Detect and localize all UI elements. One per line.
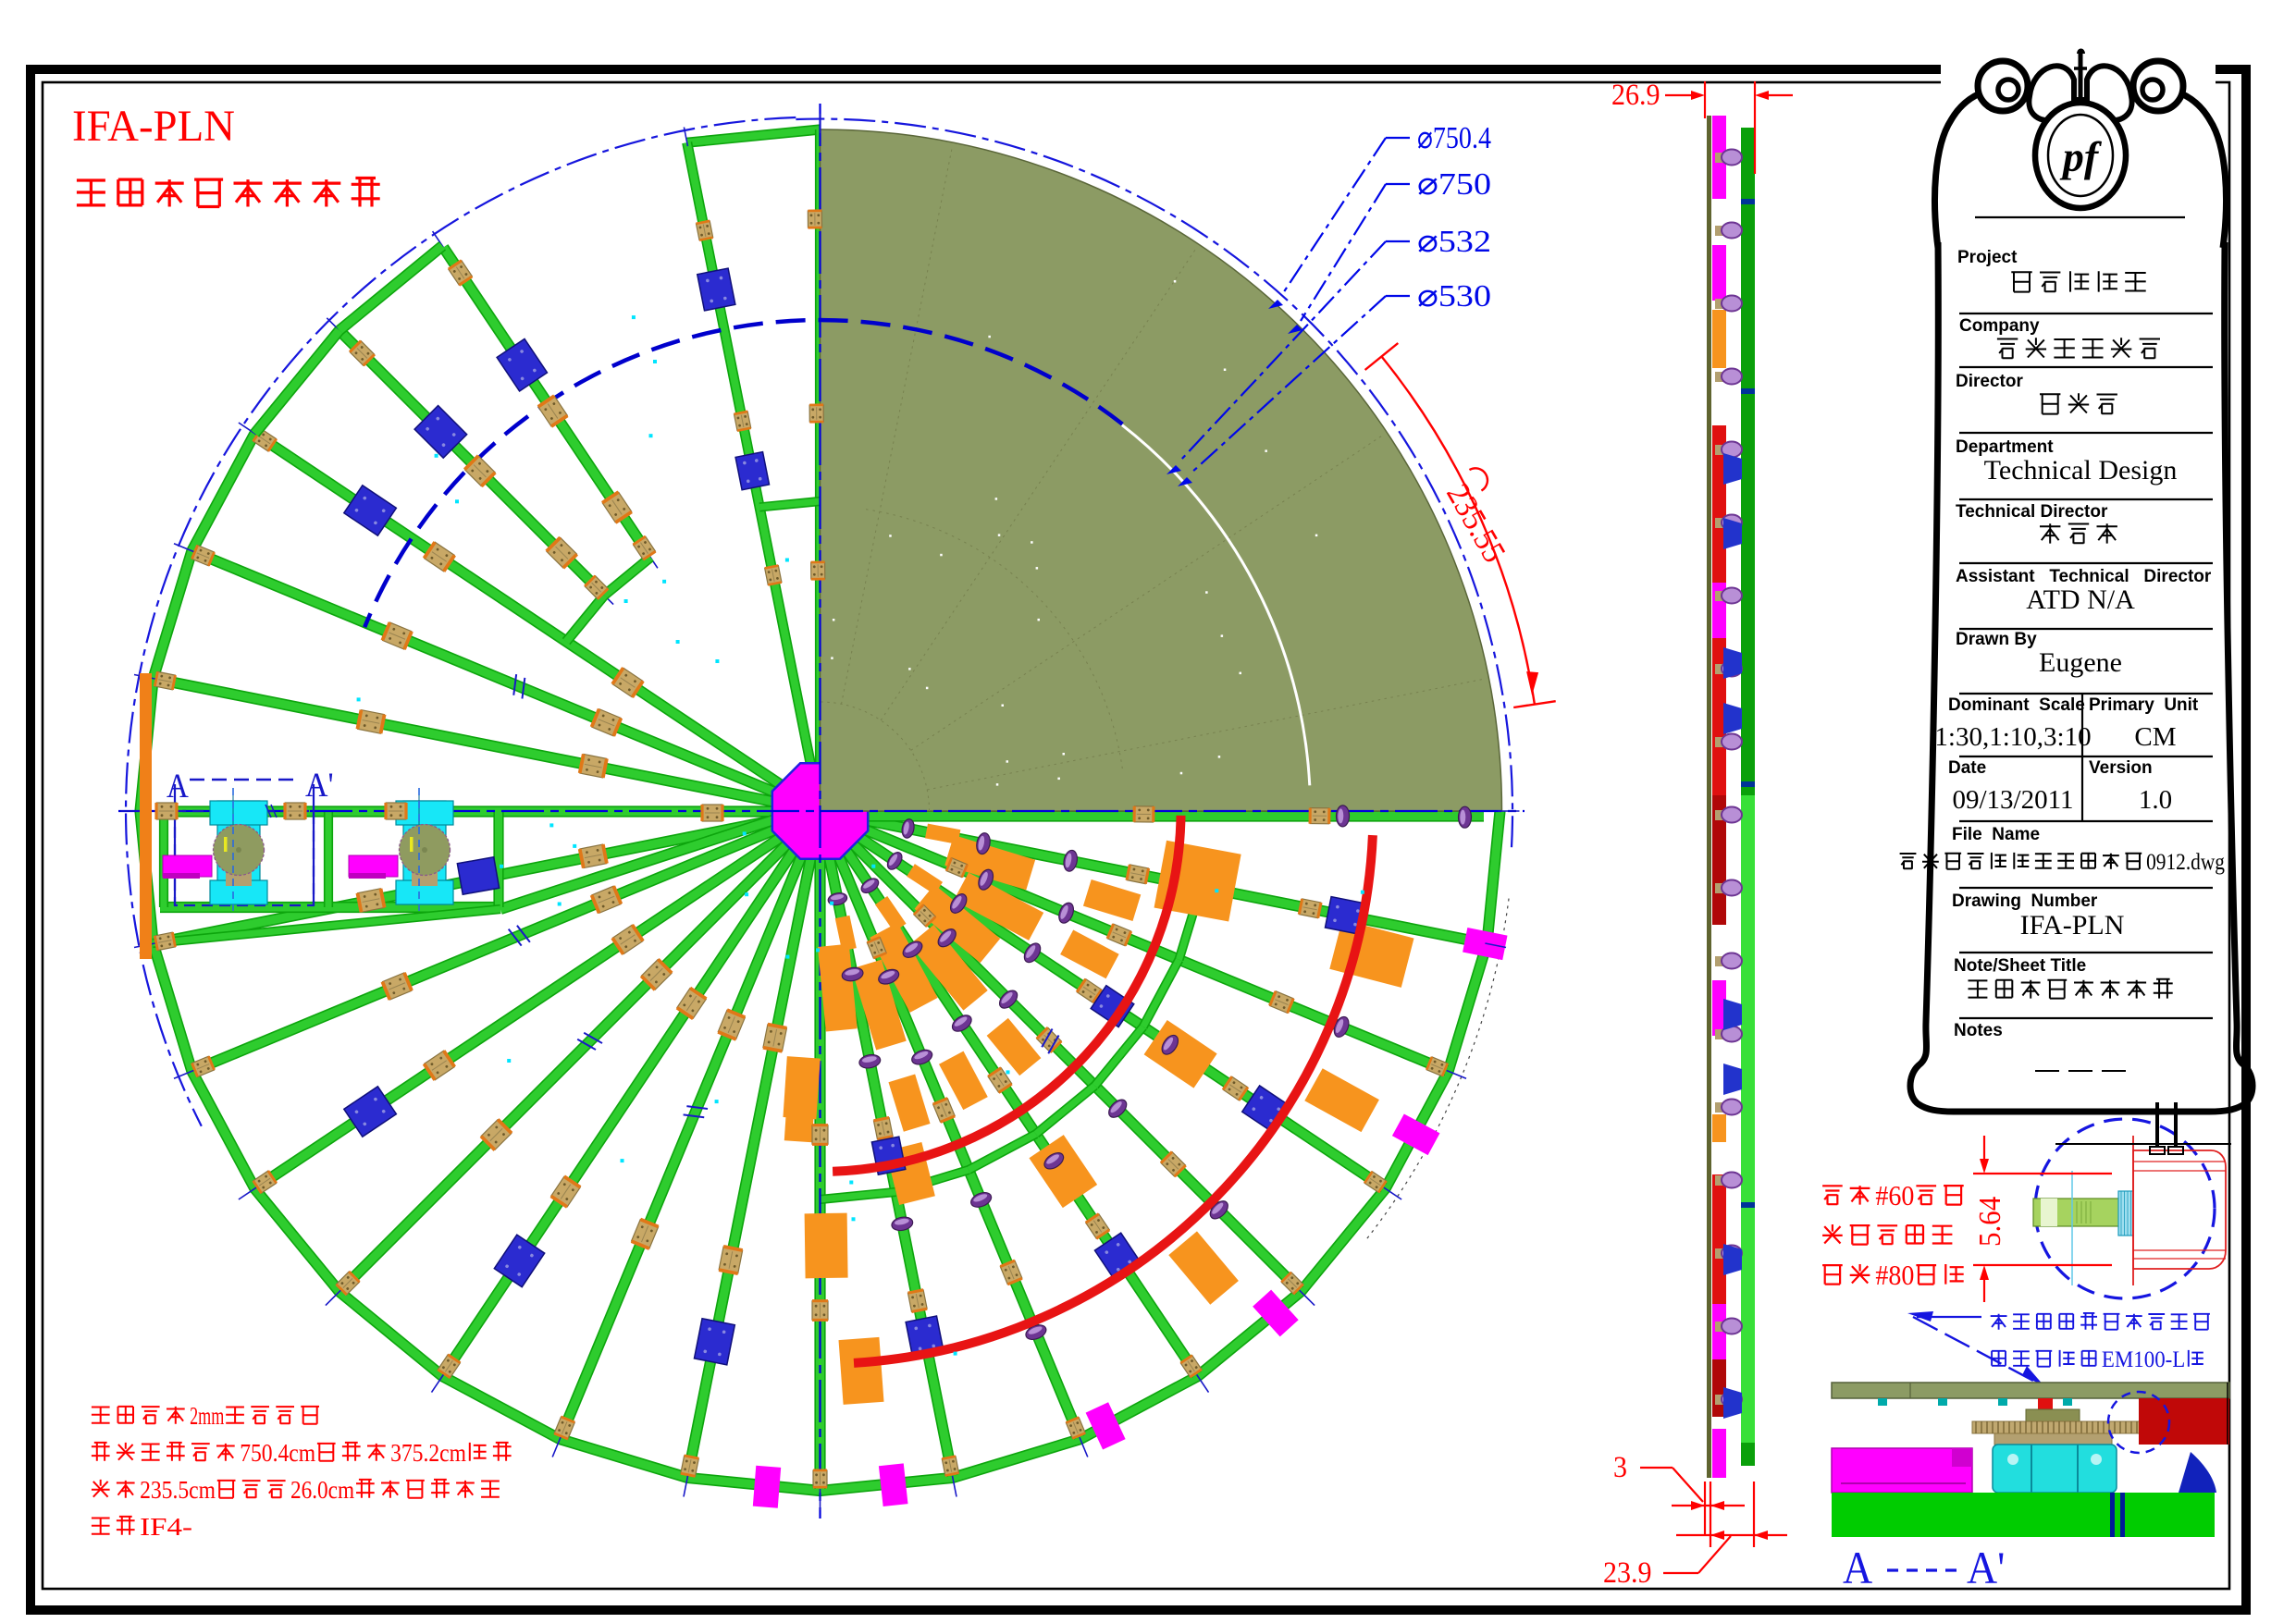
- svg-text:⌀530: ⌀530: [1417, 279, 1491, 314]
- svg-text:Company: Company: [1959, 316, 2040, 336]
- svg-text:A': A': [305, 766, 334, 804]
- svg-text:IFA-PLN: IFA-PLN: [2020, 910, 2125, 941]
- svg-text:⌀750: ⌀750: [1417, 167, 1491, 202]
- svg-text:Assistant Technical Direct: Assistant Technical Director: [1956, 567, 2212, 586]
- svg-text:3: 3: [1613, 1451, 1627, 1484]
- svg-text:Technical Design: Technical Design: [1984, 455, 2178, 486]
- svg-text:26.0cm: 26.0cm: [290, 1475, 354, 1504]
- svg-text:#80: #80: [1875, 1260, 1914, 1291]
- svg-text:750.4cm: 750.4cm: [240, 1438, 315, 1467]
- svg-text:1.0: 1.0: [2139, 785, 2172, 815]
- svg-text:A: A: [167, 767, 189, 805]
- svg-text:IFA-PLN: IFA-PLN: [72, 102, 235, 151]
- svg-text:235.5cm: 235.5cm: [140, 1475, 216, 1504]
- svg-text:26.9: 26.9: [1611, 79, 1660, 112]
- svg-text:EM100-L: EM100-L: [2102, 1347, 2185, 1372]
- svg-text:5.64: 5.64: [1973, 1197, 2007, 1247]
- svg-text:⌀750.4: ⌀750.4: [1417, 121, 1491, 155]
- svg-text:2mm: 2mm: [190, 1401, 224, 1430]
- svg-text:Drawing Number: Drawing Number: [1952, 891, 2098, 911]
- svg-text:A: A: [1843, 1543, 1872, 1593]
- svg-text:File Name: File Name: [1952, 825, 2040, 844]
- svg-text:Version: Version: [2089, 758, 2153, 778]
- svg-text:375.2cm: 375.2cm: [390, 1438, 466, 1467]
- svg-text:Dominant Scale: Dominant Scale: [1948, 695, 2085, 715]
- svg-text:Eugene: Eugene: [2039, 647, 2122, 678]
- svg-text:09/13/2011: 09/13/2011: [1952, 785, 2073, 815]
- svg-text:IF4-: IF4-: [140, 1512, 192, 1541]
- svg-text:0912.dwg: 0912.dwg: [2146, 850, 2225, 875]
- svg-text:A': A': [1967, 1543, 2005, 1593]
- svg-text:⌀532: ⌀532: [1417, 225, 1491, 259]
- svg-text:23.9: 23.9: [1603, 1556, 1652, 1590]
- svg-text:Project: Project: [1957, 248, 2018, 267]
- svg-text:Drawn By: Drawn By: [1956, 630, 2037, 649]
- svg-text:Director: Director: [1956, 372, 2023, 391]
- svg-text:#60: #60: [1875, 1180, 1914, 1211]
- svg-text:Notes: Notes: [1954, 1021, 2003, 1040]
- svg-text:Date: Date: [1948, 758, 1986, 778]
- svg-text:Technical Director: Technical Director: [1956, 502, 2108, 522]
- svg-text:ATD N/A: ATD N/A: [2026, 584, 2135, 615]
- svg-text:1:30,1:10,3:10: 1:30,1:10,3:10: [1934, 722, 2091, 752]
- svg-text:Department: Department: [1956, 437, 2054, 457]
- svg-text:pf: pf: [2059, 133, 2103, 180]
- svg-text:CM: CM: [2134, 722, 2176, 752]
- svg-text:Note/Sheet Title: Note/Sheet Title: [1954, 956, 2086, 976]
- svg-text:Primary Unit: Primary Unit: [2089, 695, 2199, 715]
